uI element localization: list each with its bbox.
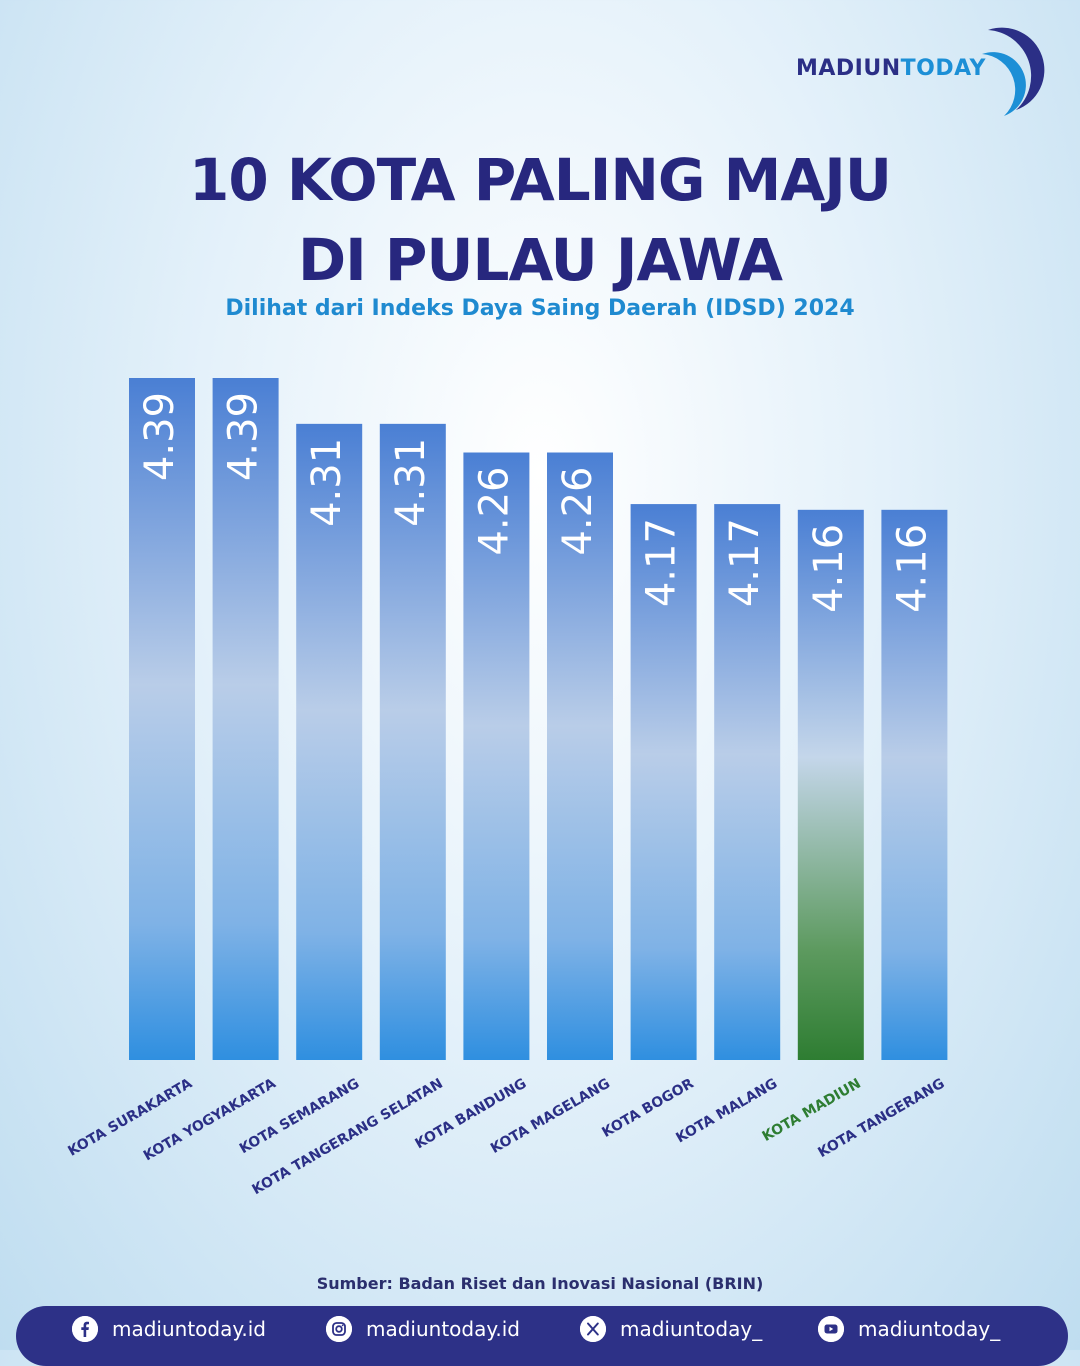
source-note: Sumber: Badan Riset dan Inovasi Nasional… (316, 1274, 764, 1293)
value-label-4: 4.31 (388, 438, 434, 527)
brand-part1: MADIUN (796, 56, 901, 81)
social-footer: madiuntoday.id madiuntoday.id madiuntoda… (16, 1306, 1068, 1366)
value-label-3: 4.31 (304, 438, 350, 527)
value-label-7: 4.17 (639, 518, 685, 607)
bar-6 (547, 452, 613, 1060)
value-label-2: 4.39 (221, 392, 267, 481)
value-label-10: 4.16 (889, 524, 935, 613)
bar-3 (296, 423, 363, 1060)
category-label-2: KOTA YOGYAKARTA (141, 1076, 279, 1165)
chart-title-line2: DI PULAU JAWA (298, 226, 783, 294)
bar-5 (463, 452, 530, 1060)
bar-chart: 4.39 4.39 4.31 4.31 4.26 4.26 4.17 4.17 4.16 4.16… (65, 378, 948, 1198)
footer-instagram[interactable]: madiuntoday.id (326, 1316, 520, 1342)
value-label-6: 4.26 (555, 467, 601, 556)
footer-x[interactable]: madiuntoday_ (580, 1316, 762, 1342)
value-label-1: 4.39 (137, 392, 183, 481)
bar-2 (212, 378, 279, 1060)
chart-title-line1: 10 KOTA PALING MAJU (189, 146, 892, 214)
footer-facebook-handle: madiuntoday.id (112, 1317, 266, 1341)
footer-youtube[interactable]: madiuntoday_ (818, 1316, 1000, 1342)
youtube-icon (818, 1316, 844, 1342)
facebook-icon (72, 1316, 98, 1342)
bar-7 (630, 504, 697, 1060)
brand-logo: MADIUNTODAY (780, 27, 1070, 116)
footer-facebook[interactable]: madiuntoday.id (72, 1316, 266, 1342)
bar-8 (714, 504, 781, 1060)
logo-swoosh-icon (982, 27, 1045, 116)
value-label-5: 4.26 (471, 467, 517, 556)
bar-1 (129, 378, 195, 1060)
value-label-8: 4.17 (722, 518, 768, 607)
footer-youtube-handle: madiuntoday_ (858, 1317, 1001, 1341)
chart-subtitle: Dilihat dari Indeks Daya Saing Daerah (I… (225, 296, 855, 321)
x-icon (580, 1316, 606, 1342)
bar-9 (797, 509, 864, 1060)
footer-instagram-handle: madiuntoday.id (366, 1317, 520, 1341)
bar-4 (379, 423, 446, 1060)
value-label-9: 4.16 (806, 524, 852, 613)
bar-10 (881, 509, 948, 1060)
instagram-icon (326, 1316, 352, 1342)
footer-x-handle: madiuntoday_ (620, 1317, 763, 1341)
brand-name: MADIUNTODAY (796, 56, 986, 81)
brand-part2: TODAY (900, 56, 986, 81)
